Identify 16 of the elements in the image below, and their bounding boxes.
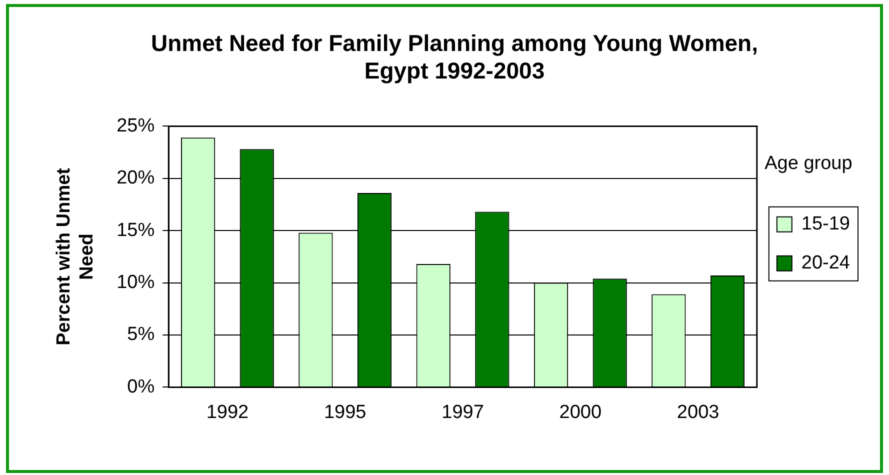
y-tick-label: 20% bbox=[116, 168, 155, 189]
y-tick-label: 15% bbox=[116, 220, 155, 241]
x-tick-label: 2000 bbox=[559, 402, 602, 423]
legend-label: 15-19 bbox=[801, 214, 850, 235]
x-tick-label: 1995 bbox=[324, 402, 366, 423]
x-tick-label: 1992 bbox=[206, 402, 249, 423]
x-tick-label: 2003 bbox=[676, 402, 720, 423]
y-tick-label: 0% bbox=[127, 376, 155, 398]
legend-label: 20-24 bbox=[801, 252, 850, 274]
y-axis-title: Percent with Unmet Need bbox=[54, 167, 98, 346]
y-tick-label: 10% bbox=[116, 272, 155, 294]
chart-title: Unmet Need for Family Planning among Young Women, Egypt 1992-2003 bbox=[151, 30, 758, 84]
legend-title: Age group bbox=[764, 152, 852, 174]
y-tick-label: 5% bbox=[127, 324, 155, 346]
y-tick-label: 25% bbox=[116, 115, 155, 136]
x-tick-label: 1997 bbox=[442, 402, 484, 423]
